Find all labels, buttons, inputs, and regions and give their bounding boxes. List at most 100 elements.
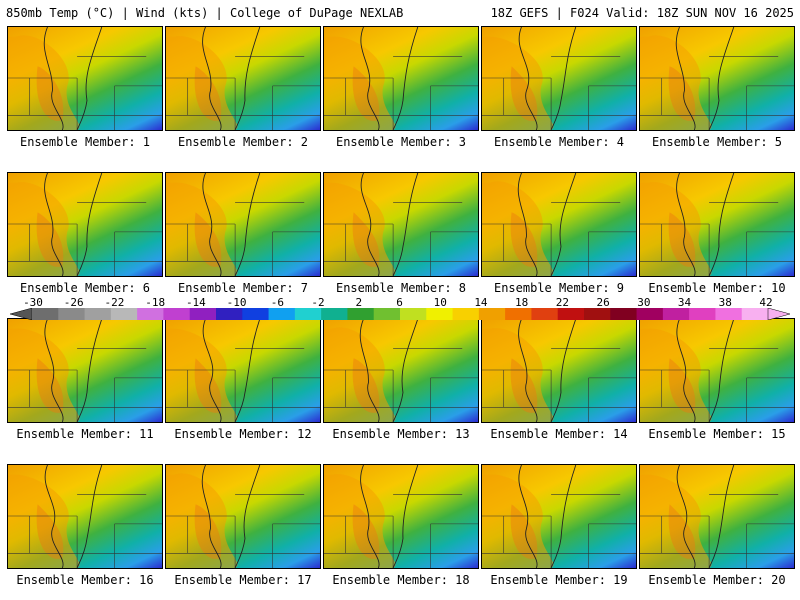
warm-core-region bbox=[8, 328, 80, 422]
ensemble-map-panel bbox=[7, 26, 163, 131]
ensemble-map-panel bbox=[323, 464, 479, 569]
isotherm-contour bbox=[202, 27, 222, 130]
temperature-field-map bbox=[640, 173, 794, 276]
isotherm-contour bbox=[360, 173, 380, 276]
warm-core-region bbox=[8, 182, 80, 276]
state-borders bbox=[324, 56, 478, 130]
warm-core-region bbox=[324, 36, 396, 130]
state-borders bbox=[640, 348, 794, 422]
ensemble-member-label: Ensemble Member: 8 bbox=[335, 281, 467, 295]
warm-core-region bbox=[166, 36, 238, 130]
colorbar-segment bbox=[163, 308, 191, 320]
warm-core-region bbox=[8, 474, 80, 568]
colorbar-segment bbox=[715, 308, 743, 320]
colorbar-segment bbox=[84, 308, 112, 320]
warm-core-region bbox=[640, 35, 712, 130]
isotherm-contour bbox=[76, 173, 103, 276]
warm-core-region bbox=[166, 182, 238, 276]
state-borders bbox=[482, 348, 636, 422]
hot-spot-region bbox=[510, 212, 538, 267]
colorbar-tick-label: -22 bbox=[104, 296, 125, 309]
colorbar-tick-label: 14 bbox=[474, 296, 488, 309]
isotherm-contour bbox=[517, 173, 538, 276]
temperature-field-map bbox=[324, 173, 478, 276]
ensemble-map-panel bbox=[481, 172, 637, 277]
warm-core-region bbox=[482, 328, 554, 422]
warm-core-region bbox=[482, 181, 554, 276]
ensemble-map-panel bbox=[323, 26, 479, 131]
temperature-field-map bbox=[482, 173, 636, 276]
colorbar-segment bbox=[216, 308, 243, 320]
ensemble-member-label: Ensemble Member: 13 bbox=[332, 427, 470, 441]
colorbar-segment bbox=[137, 308, 164, 320]
temperature-field-map bbox=[482, 465, 636, 568]
ensemble-member-label: Ensemble Member: 6 bbox=[19, 281, 151, 295]
isotherm-contour bbox=[234, 173, 261, 276]
isotherm-contour bbox=[518, 319, 538, 422]
colorbar-segment bbox=[689, 308, 716, 320]
isotherm-contour bbox=[676, 173, 696, 276]
colorbar-segment bbox=[662, 308, 690, 320]
warm-core-region bbox=[482, 36, 554, 130]
hot-spot-region bbox=[668, 358, 696, 413]
temperature-field-map bbox=[482, 27, 636, 130]
state-borders bbox=[166, 348, 320, 422]
hot-spot-region bbox=[352, 212, 380, 267]
colorbar-tick-label: 22 bbox=[555, 296, 569, 309]
ensemble-member-label: Ensemble Member: 1 bbox=[19, 135, 151, 149]
hot-spot-region bbox=[194, 212, 222, 267]
ensemble-map-panel bbox=[7, 464, 163, 569]
isotherm-contour bbox=[518, 27, 538, 130]
warm-core-region bbox=[640, 328, 712, 422]
warm-core-region bbox=[482, 474, 554, 568]
isotherm-contour bbox=[550, 465, 577, 568]
ensemble-map-panel bbox=[639, 464, 795, 569]
warm-core-region bbox=[8, 35, 80, 130]
ensemble-map-panel bbox=[7, 172, 163, 277]
colorbar-segment bbox=[58, 308, 86, 320]
colorbar-tick-label: 26 bbox=[596, 296, 610, 309]
isotherm-contour bbox=[392, 465, 419, 568]
isotherm-contour bbox=[43, 27, 64, 130]
temperature-colorbar bbox=[10, 308, 790, 320]
isotherm-contour bbox=[360, 27, 380, 130]
ensemble-member-label: Ensemble Member: 19 bbox=[490, 573, 628, 587]
temperature-field-map bbox=[8, 465, 162, 568]
temperature-field-map bbox=[166, 27, 320, 130]
hot-spot-region bbox=[36, 358, 64, 413]
warm-core-region bbox=[324, 182, 396, 276]
hot-spot-region bbox=[510, 504, 538, 559]
isotherm-contour bbox=[550, 173, 577, 276]
isotherm-contour bbox=[676, 319, 696, 422]
valid-time-label: 18Z GEFS | F024 Valid: 18Z SUN NOV 16 20… bbox=[490, 6, 794, 20]
colorbar-max-arrow bbox=[767, 308, 790, 320]
ensemble-member-label: Ensemble Member: 11 bbox=[16, 427, 154, 441]
state-borders bbox=[324, 494, 478, 568]
isotherm-contour bbox=[550, 27, 577, 130]
colorbar-segment bbox=[584, 308, 611, 320]
isotherm-contour bbox=[234, 27, 261, 130]
colorbar-segment bbox=[268, 308, 296, 320]
ensemble-map-panel bbox=[323, 318, 479, 423]
colorbar-tick-label: 30 bbox=[637, 296, 651, 309]
colorbar-tick-label: 38 bbox=[718, 296, 732, 309]
colorbar-segment bbox=[478, 308, 506, 320]
isotherm-contour bbox=[392, 173, 419, 276]
ensemble-member-label: Ensemble Member: 16 bbox=[16, 573, 154, 587]
hot-spot-region bbox=[510, 358, 538, 413]
ensemble-map-panel bbox=[481, 26, 637, 131]
state-borders bbox=[166, 202, 320, 276]
warm-core-region bbox=[324, 327, 396, 422]
ensemble-member-label: Ensemble Member: 17 bbox=[174, 573, 312, 587]
ensemble-map-panel bbox=[165, 318, 321, 423]
ensemble-member-label: Ensemble Member: 14 bbox=[490, 427, 628, 441]
state-borders bbox=[482, 494, 636, 568]
colorbar-segment bbox=[610, 308, 638, 320]
isotherm-contour bbox=[44, 173, 64, 276]
colorbar-tick-label: 10 bbox=[433, 296, 447, 309]
isotherm-contour bbox=[359, 319, 380, 422]
colorbar-segment bbox=[426, 308, 454, 320]
hot-spot-region bbox=[352, 504, 380, 559]
isotherm-contour bbox=[76, 27, 103, 130]
colorbar-tick-label: 42 bbox=[759, 296, 773, 309]
